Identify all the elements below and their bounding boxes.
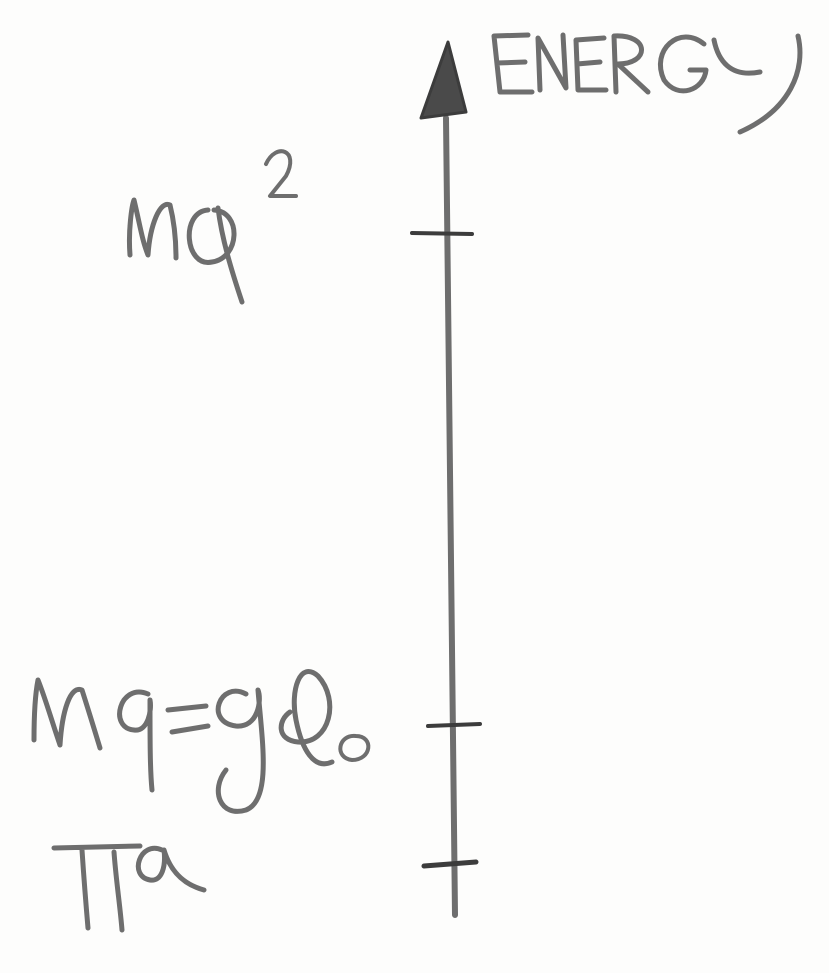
energy-axis-line (443, 115, 458, 918)
axis-label-energy (491, 32, 803, 135)
tick-mphi2 (410, 231, 474, 236)
tick-mq (426, 722, 482, 728)
axis-arrowhead (419, 40, 468, 120)
level-label-mq (31, 669, 371, 814)
tick-pia (421, 859, 479, 869)
level-label-mphi2 (127, 149, 298, 305)
level-label-pia (51, 843, 207, 933)
